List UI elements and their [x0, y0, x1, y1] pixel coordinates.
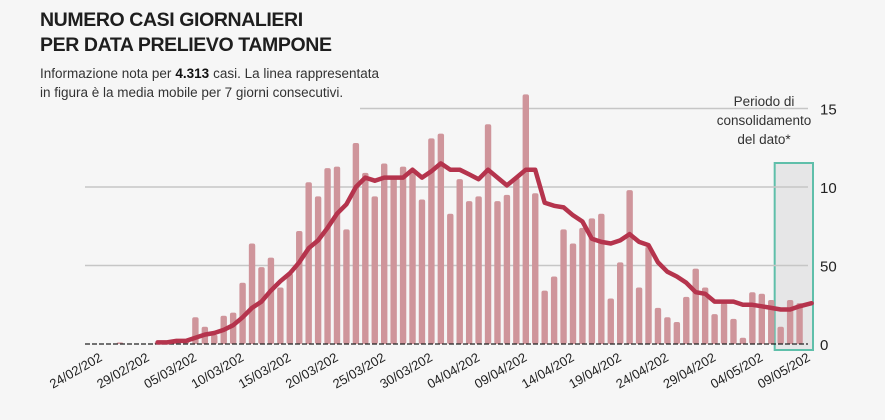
bar — [503, 194, 511, 344]
annotation-text: consolidamento — [717, 113, 812, 128]
bar — [267, 257, 275, 344]
bar — [588, 218, 596, 344]
bar — [456, 179, 463, 344]
bar — [692, 268, 699, 344]
bar — [720, 303, 728, 344]
x-tick-label: 09/04/202 — [472, 350, 530, 392]
bar — [305, 182, 312, 344]
bar — [362, 172, 369, 344]
x-tick-label: 04/04/202 — [425, 350, 483, 392]
x-tick-label: 24/04/202 — [613, 350, 671, 392]
case-count: 4.313 — [175, 66, 210, 81]
bar — [229, 312, 237, 344]
bar — [683, 296, 690, 344]
bar — [768, 300, 775, 344]
bar — [324, 168, 331, 344]
bar — [211, 334, 218, 344]
bar — [711, 314, 718, 344]
title-line-2: PER DATA PRELIEVO TAMPONE — [40, 34, 332, 56]
subtitle-pre: Informazione nota per — [40, 66, 172, 81]
bar — [730, 318, 737, 344]
bar — [475, 196, 482, 344]
chart-title: NUMERO CASI GIORNALIERI PER DATA PRELIEV… — [40, 8, 332, 58]
bar — [277, 287, 284, 344]
annotation-text: del dato* — [737, 132, 791, 147]
title-line-1: NUMERO CASI GIORNALIERI — [40, 9, 303, 31]
x-tick-label: 30/03/202 — [377, 350, 435, 392]
bar — [314, 196, 322, 344]
x-tick-label: 25/03/202 — [330, 350, 388, 392]
bar — [645, 246, 652, 344]
bar — [664, 317, 671, 344]
bar — [701, 287, 709, 344]
x-tick-label: 29/04/202 — [661, 350, 719, 392]
bar — [777, 326, 784, 344]
bar — [352, 143, 360, 344]
x-tick-label: 15/03/202 — [236, 350, 294, 392]
bar — [513, 177, 520, 344]
x-tick-label: 05/03/202 — [141, 350, 199, 392]
x-tick-label: 29/02/202 — [94, 350, 152, 392]
bar — [409, 169, 416, 344]
bar — [437, 133, 445, 344]
bar — [343, 229, 350, 344]
bar — [550, 276, 558, 344]
bar — [541, 290, 548, 344]
bar — [447, 213, 454, 344]
bar — [607, 298, 614, 344]
bar — [296, 230, 303, 344]
bar — [560, 229, 567, 344]
bar — [333, 166, 341, 344]
bar — [494, 201, 501, 344]
bar — [626, 190, 633, 344]
bar — [758, 293, 765, 344]
subtitle-post: casi. La linea rappresentata in figura è… — [40, 66, 379, 100]
x-tick-label: 09/05/202 — [755, 350, 813, 392]
bar — [522, 94, 529, 345]
x-tick-label: 19/04/202 — [566, 350, 624, 392]
bar — [390, 177, 397, 344]
bar — [428, 138, 435, 344]
bar — [579, 227, 586, 344]
bar — [617, 262, 624, 344]
x-tick-label: 14/04/202 — [519, 350, 577, 392]
bar — [598, 213, 605, 344]
bar — [673, 322, 681, 344]
bar — [371, 196, 378, 344]
bar — [749, 292, 756, 344]
moving-average-line — [155, 161, 814, 345]
x-tick-label: 24/02/202 — [47, 350, 105, 392]
bar — [465, 201, 473, 344]
bar — [739, 337, 747, 344]
bar — [635, 287, 643, 344]
bar — [258, 267, 265, 344]
y-tick-label: 50 — [820, 259, 837, 276]
bar — [532, 193, 539, 344]
bar — [286, 273, 293, 344]
y-tick-label: 15 — [820, 102, 837, 119]
bar — [239, 282, 246, 344]
x-tick-label: 20/03/202 — [283, 350, 341, 392]
bar — [796, 303, 803, 344]
x-tick-label: 10/03/202 — [189, 350, 247, 392]
bar — [484, 124, 492, 344]
bar — [381, 163, 388, 344]
bar — [248, 243, 256, 344]
y-tick-label: 10 — [820, 180, 837, 197]
y-tick-label: 0 — [820, 337, 828, 354]
bar — [654, 307, 662, 344]
x-tick-label: 04/05/202 — [708, 350, 766, 392]
consolidation-box — [773, 162, 814, 351]
bar — [399, 166, 407, 344]
annotation-text: Periodo di — [734, 94, 795, 109]
bar — [418, 199, 426, 344]
bar — [569, 243, 577, 344]
chart-subtitle: Informazione nota per 4.313 casi. La linea… — [40, 64, 380, 102]
